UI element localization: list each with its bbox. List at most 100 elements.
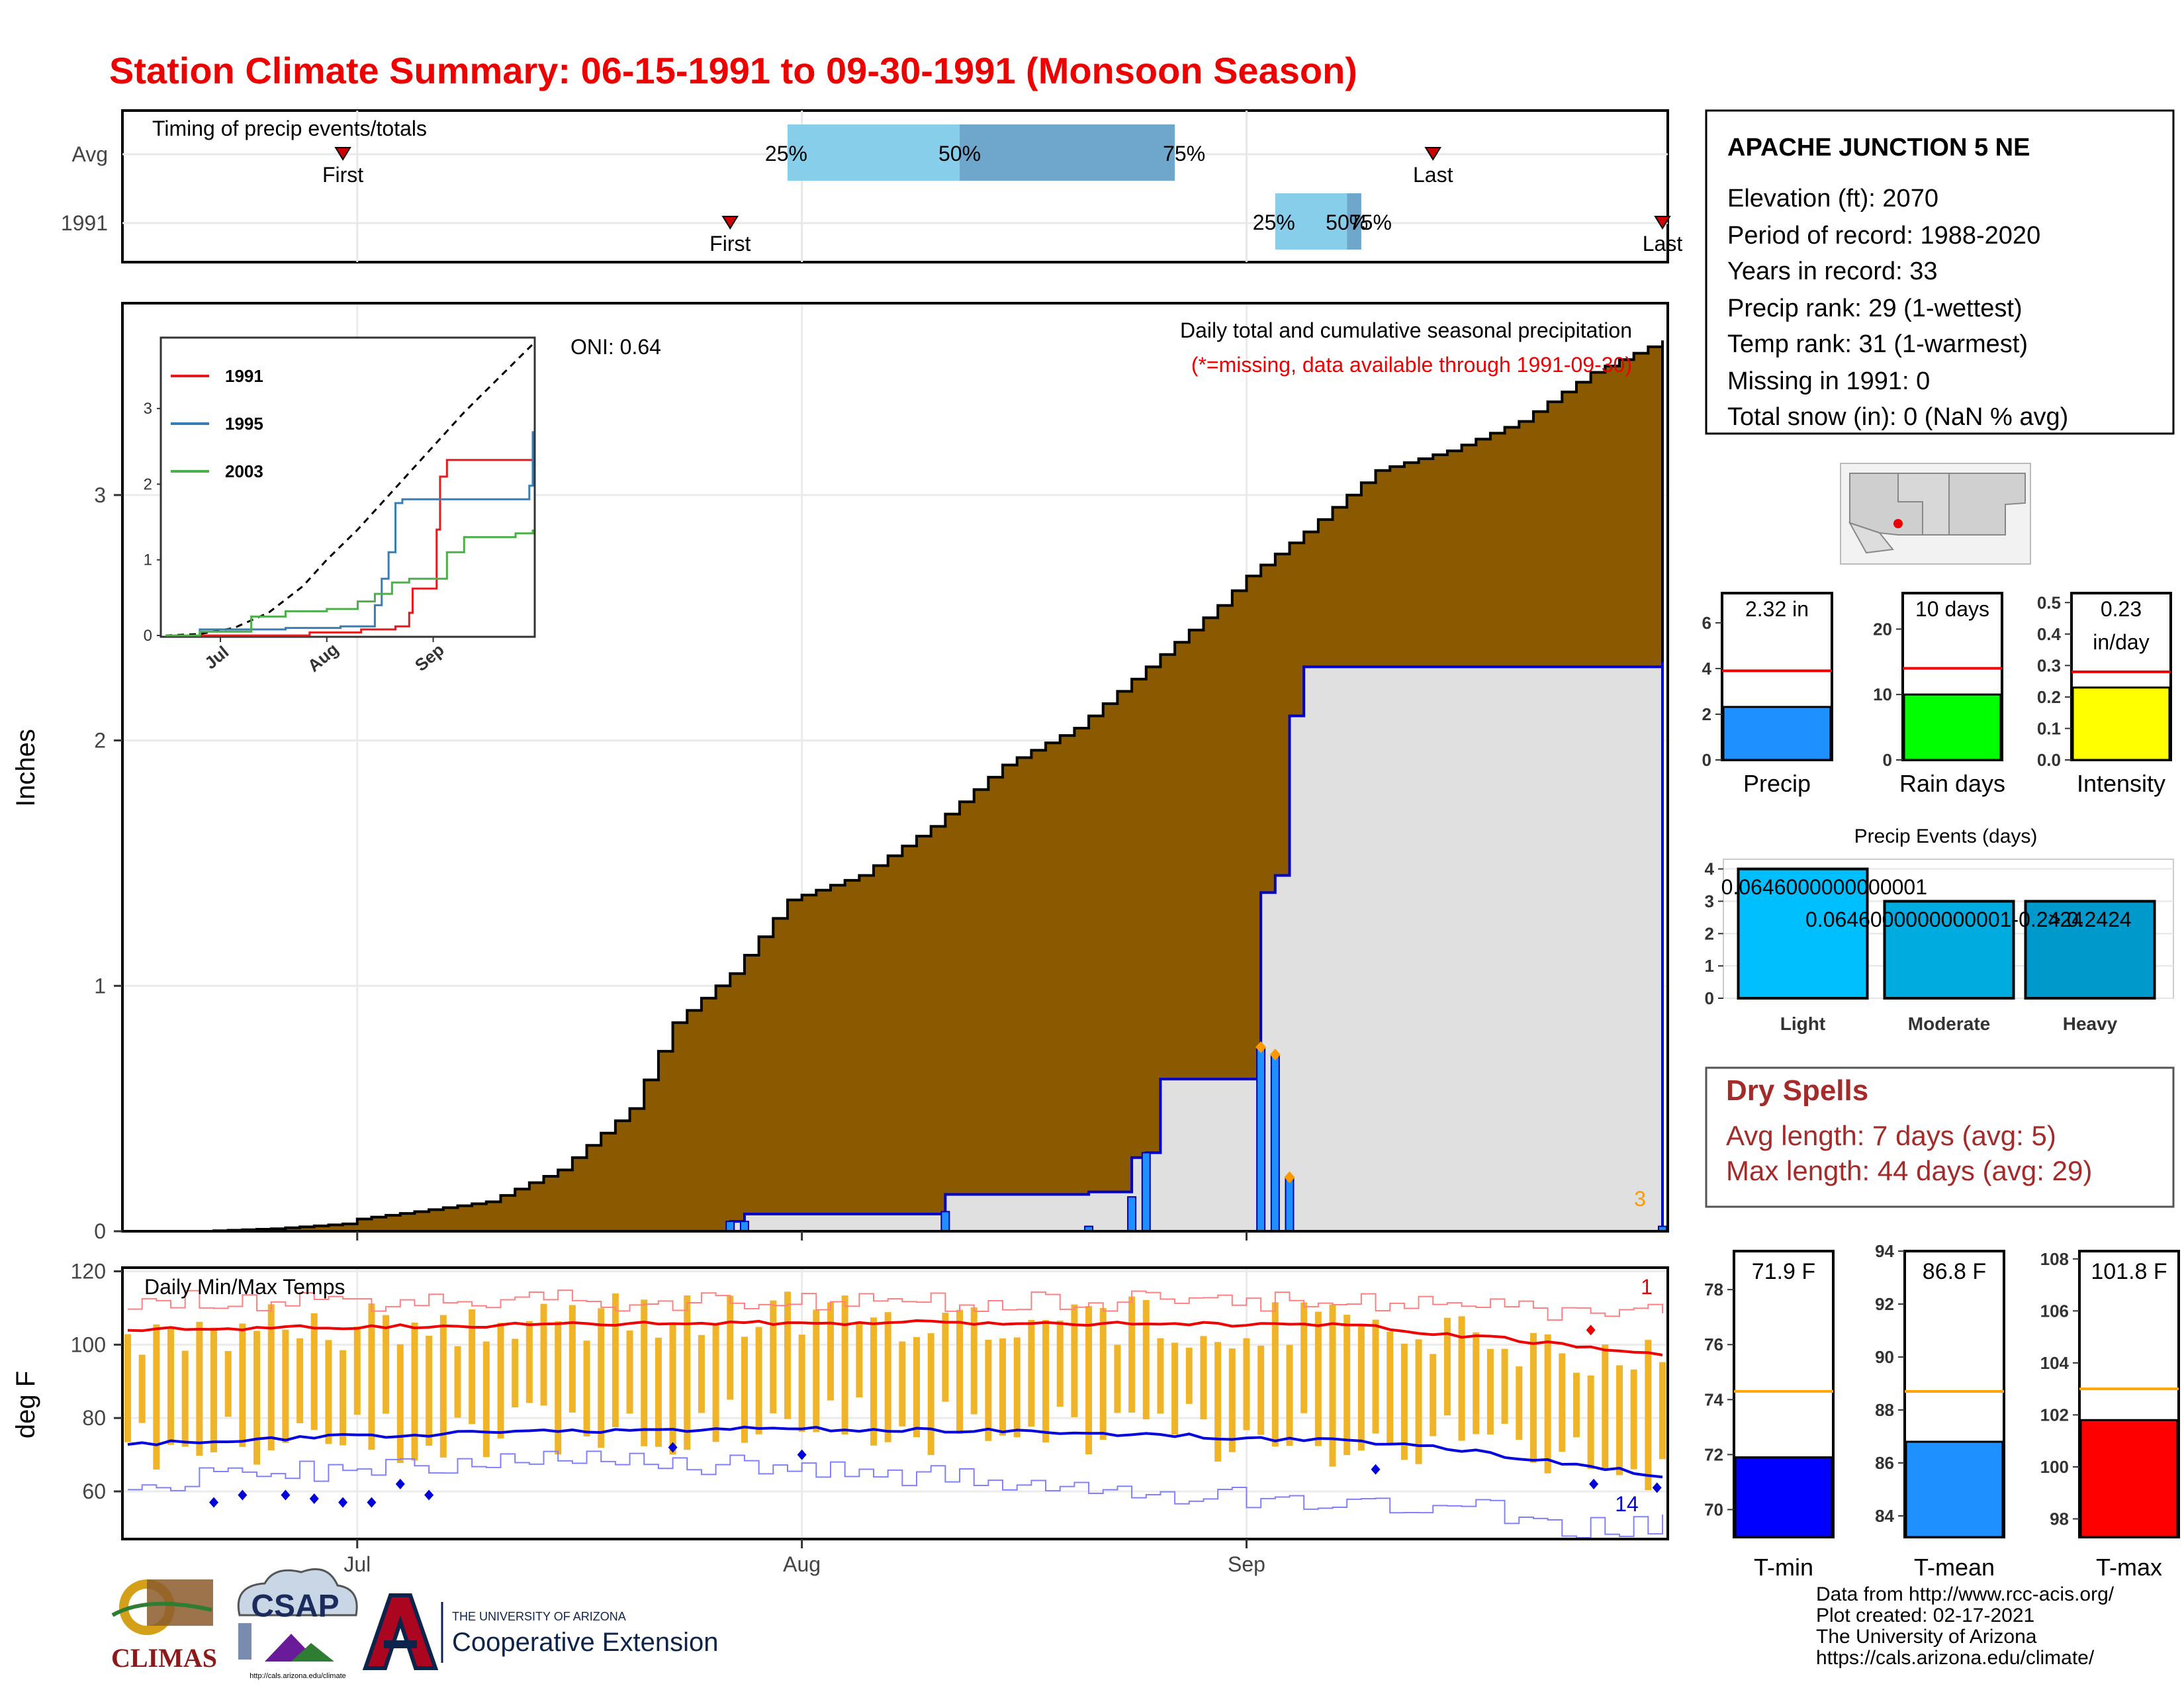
tmax-chart-tick-label: 104	[2040, 1353, 2070, 1373]
temp-daily-bar	[555, 1321, 562, 1455]
timing-first-marker	[334, 147, 351, 161]
temp-daily-bar	[1473, 1332, 1480, 1434]
temp-y-tick-label: 120	[71, 1260, 106, 1284]
precip-panel: 0 1 2 3 Inches ONI: 0.64 Daily total and cu…	[11, 302, 1669, 1243]
temp-daily-bar	[1443, 1317, 1451, 1416]
rain-days-chart-tick-label: 0	[1883, 750, 1892, 770]
temp-daily-bar	[913, 1336, 921, 1438]
dry-spells-box: Dry Spells Avg length: 7 days (avg: 5) M…	[1705, 1066, 2175, 1208]
temp-daily-bar	[1587, 1375, 1594, 1470]
temp-daily-bar	[540, 1303, 547, 1406]
temp-record-min-line	[128, 1450, 1663, 1539]
timing-pct-50: 50%	[938, 142, 981, 165]
events-category-label: Heavy	[2063, 1013, 2118, 1034]
temp-count-max: 1	[1641, 1275, 1653, 1299]
events-y-tick-label: 0	[1705, 988, 1714, 1008]
tmin-chart-tick-label: 74	[1704, 1389, 1723, 1409]
inset-series-1995	[165, 431, 534, 637]
tmean-chart-tick-label: 92	[1875, 1294, 1894, 1314]
temp-record-low-marker	[1371, 1464, 1381, 1475]
tmean-chart-category-label: T-mean	[1914, 1554, 1995, 1581]
temp-daily-bar	[1387, 1331, 1394, 1444]
temp-label: Daily Min/Max Temps	[144, 1275, 345, 1299]
inset-y-tick-label: 3	[144, 400, 152, 418]
events-category-label: Light	[1780, 1013, 1825, 1034]
tmax-chart-tick-label: 102	[2040, 1405, 2069, 1425]
events-y-tick-label: 4	[1705, 859, 1715, 879]
tmax-chart-tick-label: 108	[2040, 1249, 2069, 1269]
tmin-chart-tick-label: 78	[1704, 1280, 1723, 1299]
temp-record-low-marker	[338, 1497, 348, 1508]
tmin-chart-category-label: T-min	[1754, 1554, 1813, 1581]
temp-daily-bar	[1415, 1339, 1422, 1464]
temp-daily-bar	[1257, 1345, 1265, 1435]
season-totals-bars: 0 2 4 6 2.32 in Precip 0 10 20 10 days Rain days 0.…	[1702, 592, 2172, 797]
intensity-chart-value-label-unit: in/day	[2093, 630, 2149, 654]
temp-daily-bar	[1329, 1304, 1336, 1467]
temp-daily-bar	[798, 1335, 805, 1432]
info-temp-rank: Temp rank: 31 (1-warmest)	[1727, 330, 2028, 358]
events-light-range-label: 0.0646000000000001	[1721, 875, 1927, 899]
events-bar-light	[1737, 867, 1869, 1000]
events-y-tick-label: 3	[1705, 891, 1714, 911]
temp-daily-bar	[138, 1354, 146, 1423]
temp-daily-bar	[698, 1335, 705, 1413]
temp-ylabel: deg F	[11, 1371, 40, 1438]
temp-daily-bar	[870, 1317, 877, 1446]
daily-record-marker	[1284, 1171, 1295, 1184]
tmax-chart-tick-label: 106	[2040, 1301, 2069, 1321]
inset-y-tick-label: 2	[144, 475, 152, 493]
temp-daily-bar	[482, 1341, 490, 1458]
timing-row-avg: Avg	[71, 142, 108, 166]
temp-daily-bar	[368, 1303, 375, 1450]
ua-logo: THE UNIVERSITY OF ARIZONA Cooperative Ex…	[362, 1593, 718, 1670]
timing-label: Timing of precip events/totals	[152, 117, 427, 140]
precip-total-chart-tick-label: 0	[1702, 750, 1711, 770]
inset-legend-label: 2003	[225, 461, 263, 481]
tmean-chart-tick-label: 88	[1875, 1400, 1894, 1420]
precip-total-chart-tick-label: 6	[1702, 613, 1711, 633]
temp-daily-bar	[1243, 1338, 1250, 1430]
tmax-chart-value-label: 101.8 F	[2091, 1259, 2167, 1284]
temp-daily-bar	[1602, 1344, 1609, 1469]
temp-record-low-marker	[209, 1497, 219, 1508]
precip-count-label: 3	[1634, 1187, 1646, 1211]
temp-record-low-marker	[367, 1497, 377, 1508]
csap-logo-text: CSAP	[251, 1589, 339, 1624]
events-bar-heavy	[2024, 900, 2156, 1000]
timing-row-year: 1991	[61, 211, 108, 235]
intensity-chart-tick-label: 0.2	[2037, 687, 2061, 707]
timing-last-label: Last	[1413, 163, 1453, 187]
intensity-chart-value-label: 0.23	[2101, 597, 2142, 621]
timing-last-marker	[1424, 147, 1442, 161]
temp-daily-bar	[497, 1323, 504, 1439]
temp-daily-bar	[310, 1313, 318, 1430]
temp-record-max-line	[128, 1289, 1663, 1321]
temp-daily-bar	[655, 1337, 662, 1447]
events-moderate-range-label: 0.0646000000000001-0.2424	[1805, 908, 2083, 931]
temp-daily-bar	[727, 1295, 734, 1400]
intensity-chart-category-label: Intensity	[2077, 770, 2165, 797]
credits: Data from http://www.rcc-acis.org/ Plot …	[1816, 1583, 2115, 1669]
temp-daily-bar	[884, 1312, 891, 1442]
precip-total-chart: 0 2 4 6 2.32 in Precip	[1702, 592, 1833, 797]
events-y-tick-label: 1	[1705, 956, 1714, 976]
temp-daily-bar	[340, 1350, 347, 1446]
events-heavy-range-label: > 0.2424	[2048, 908, 2131, 931]
temp-record-low-marker	[668, 1442, 678, 1453]
credit-plot-created: Plot created: 02-17-2021	[1816, 1605, 2034, 1626]
temp-daily-bar	[712, 1323, 719, 1442]
temp-daily-bar	[569, 1305, 576, 1413]
tmin-chart-tick-label: 70	[1704, 1499, 1723, 1519]
tmax-chart-value-bar	[2079, 1419, 2179, 1538]
tmean-chart-value-label: 86.8 F	[1923, 1259, 1986, 1284]
temp-x-tick-label: Sep	[1228, 1552, 1265, 1576]
temp-x-tick-label: Aug	[783, 1552, 821, 1576]
temp-daily-bar	[1271, 1302, 1279, 1447]
temp-y-tick-label: 80	[82, 1406, 106, 1430]
inset-legend-label: 1995	[225, 414, 263, 434]
rain-days-chart-category-label: Rain days	[1899, 770, 2005, 797]
timing-pct-25: 25%	[1253, 211, 1295, 234]
inset-series-2003	[165, 530, 534, 637]
temp-daily-bar	[196, 1321, 203, 1456]
